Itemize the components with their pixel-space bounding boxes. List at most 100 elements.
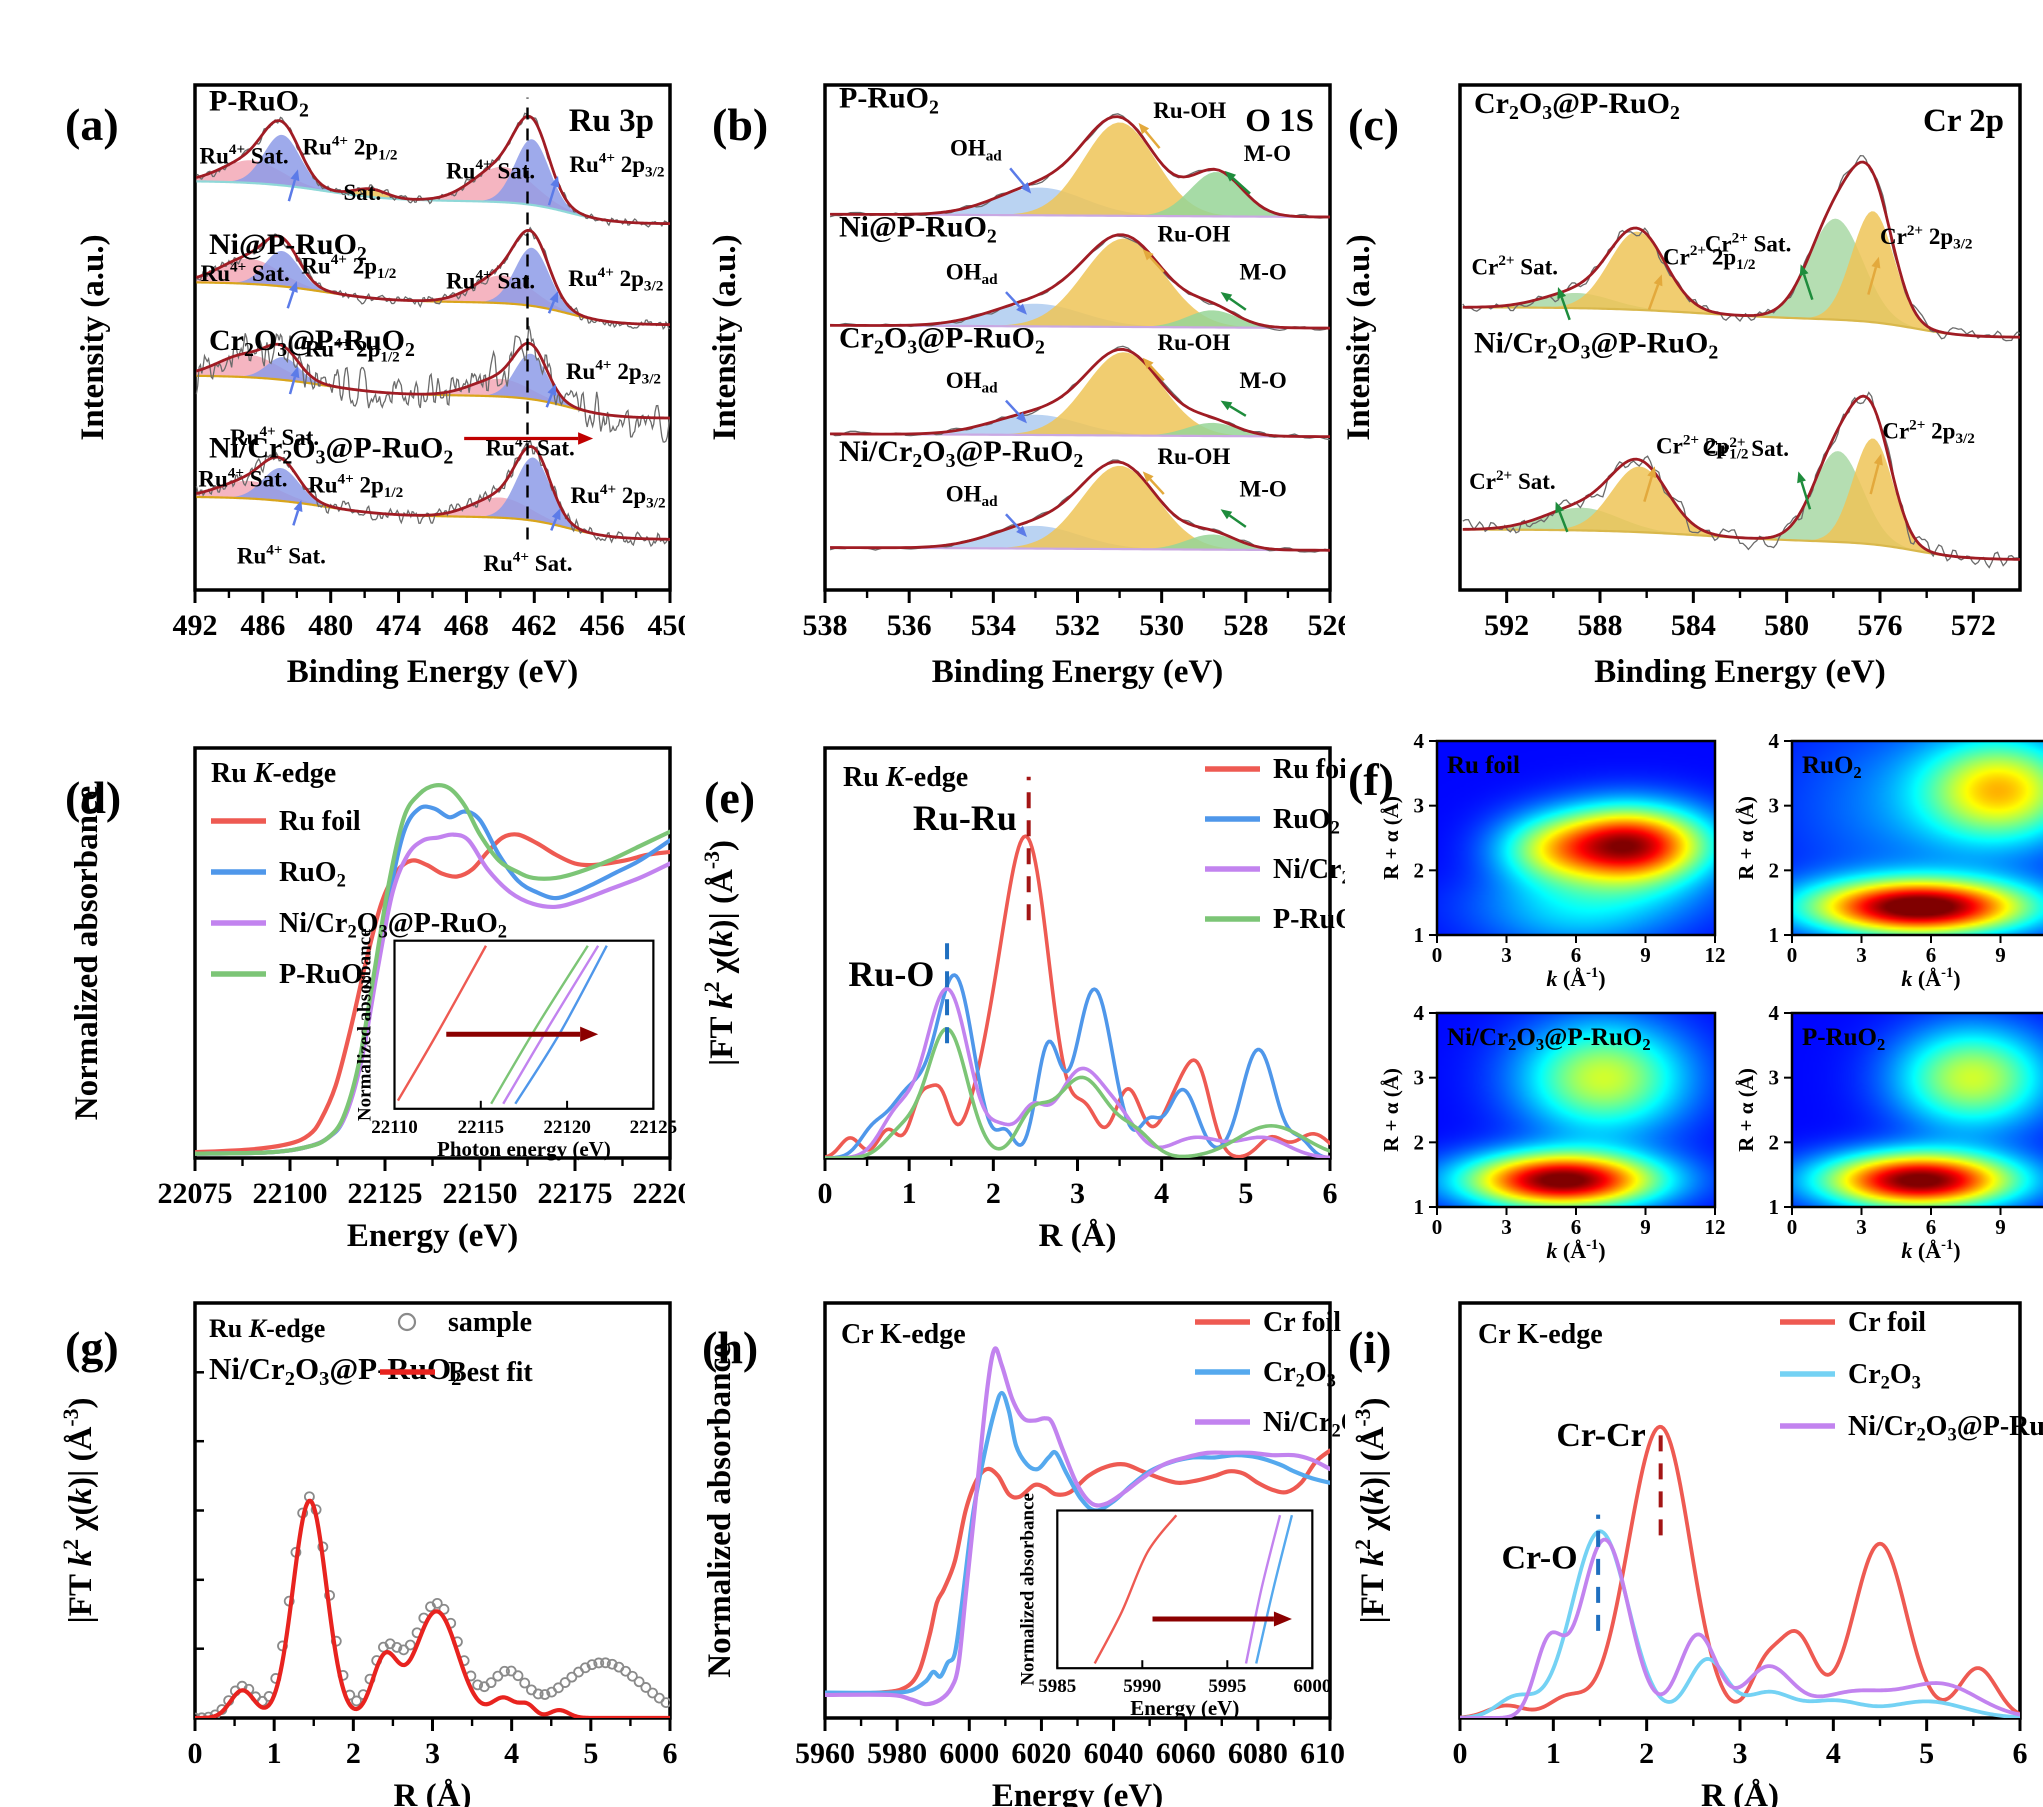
y-axis-title: Normalized absorbance	[69, 786, 105, 1121]
inset-tick-label: 22110	[371, 1117, 417, 1138]
xps-peak-fill	[196, 160, 670, 224]
panel-i: (i) 0 1 2 3 4 5 6 R (Å) |FT k2 χ(k)| (Å-3) Cr K-ed…	[1348, 1301, 2043, 1807]
data-point-circle	[485, 1677, 497, 1689]
x-axis-title: Binding Energy (eV)	[932, 654, 1224, 690]
x-tick-label: 6100	[1300, 1737, 1345, 1770]
data-point-circle	[633, 1676, 645, 1688]
y-axis-title: |FT k2 χ(k)| (Å-3)	[700, 840, 740, 1066]
x-axis-title: Energy (eV)	[347, 1218, 518, 1254]
y-tick-label: 2	[1414, 1130, 1425, 1154]
annotation: Cr2+ Sat.	[1471, 252, 1558, 279]
xps-envelope	[1462, 160, 2020, 339]
y-axis-title: Normalized absorbance	[702, 1343, 738, 1678]
data-point-circle	[351, 1695, 362, 1707]
panel-title: Ru K-edge	[843, 762, 968, 793]
xps-peak-fill	[830, 534, 1330, 551]
annotation: Ru4+ 2p3/2	[566, 357, 661, 388]
panel-c: (c) 592 588 584 580 576 572 Binding Energy (eV)…	[1345, 83, 2022, 690]
y-tick-label: 1	[1414, 923, 1425, 947]
xps-peak-fill	[830, 172, 1330, 217]
arrow-line	[545, 393, 553, 408]
x-tick-label: 9	[1640, 943, 1651, 967]
legend-circle-marker	[397, 1312, 417, 1332]
annotation: M-O	[1244, 141, 1291, 166]
arrow-head	[1557, 287, 1567, 299]
arrow-line	[1149, 364, 1165, 382]
x-tick-label: 6	[2013, 1737, 2028, 1770]
x-tick-label: 5980	[867, 1737, 927, 1770]
annotation: OHad	[946, 259, 998, 288]
wavelet-sample-label: RuO2	[1802, 752, 1862, 782]
y-axis-title: R + α (Å)	[1734, 1068, 1758, 1152]
sample-name: Ni@P-RuO2	[209, 228, 367, 265]
annotation: Ru-OH	[1157, 444, 1230, 469]
x-tick-label: 530	[1139, 609, 1184, 642]
x-tick-label: 0	[188, 1737, 203, 1770]
inset-series-group	[1093, 1514, 1294, 1665]
data-point-circle	[499, 1665, 510, 1677]
annotation: Ru-OH	[1157, 330, 1230, 355]
x-tick-label: 3	[1856, 943, 1867, 967]
arrow-line	[287, 179, 297, 202]
arrow-head	[1142, 471, 1154, 483]
x-tick-label: 536	[887, 609, 932, 642]
panel-a: (a) 492 486 480 474 468 462 456 450 Binding Energ…	[65, 83, 685, 690]
x-tick-label: 532	[1055, 609, 1100, 642]
data-point-circle	[647, 1687, 658, 1699]
arrow-line	[547, 186, 556, 206]
annotation: M-O	[1240, 368, 1287, 393]
x-tick-label: 6	[1926, 1215, 1937, 1239]
y-axis-title: R + α (Å)	[1734, 796, 1758, 880]
annotation: Ru4+ Sat.	[237, 542, 326, 569]
xps-peak-fill	[196, 354, 670, 419]
series-Ni/Cr2O3@P-RuO2	[825, 986, 1330, 1158]
annotation: Cr2+ Sat.	[1705, 229, 1792, 256]
x-tick-label: 486	[240, 609, 285, 642]
annotation: Ru4+ Sat.	[230, 423, 319, 450]
x-tick-label: 528	[1223, 609, 1268, 642]
x-tick-label: 5	[1238, 1177, 1253, 1210]
data-point-circle	[626, 1670, 638, 1682]
data-point-circle	[660, 1697, 670, 1709]
arrow-head	[290, 169, 300, 182]
arrow-line	[1144, 130, 1161, 149]
arrow-head	[1138, 122, 1150, 135]
x-tick-label: 9	[1995, 1215, 2006, 1239]
arrow-head	[1653, 274, 1663, 287]
panel-d: (d) 22075 22100 22125 22150 22175 22200 Energy …	[65, 746, 685, 1254]
xps-envelope	[830, 460, 1330, 552]
annotation: Cr2+ Sat.	[1702, 434, 1789, 461]
x-tick-label: 1	[902, 1177, 917, 1210]
x-tick-label: 534	[971, 609, 1016, 642]
arrow-line	[1800, 481, 1812, 510]
x-tick-label: 584	[1671, 609, 1716, 642]
x-axis-title: k (Å-1)	[1546, 965, 1605, 991]
y-axis-title: Intensity (a.u.)	[1345, 234, 1377, 440]
y-tick-label: 1	[1414, 1195, 1425, 1219]
inset-tick-label: 22120	[543, 1117, 591, 1138]
x-tick-label: 22075	[158, 1177, 233, 1210]
x-tick-label: 492	[173, 609, 218, 642]
inset-frame	[1056, 1509, 1314, 1670]
xps-peak-fill	[1462, 438, 2020, 560]
data-point-circle	[391, 1641, 403, 1653]
x-tick-label: 0	[818, 1177, 833, 1210]
annotation: OHad	[950, 136, 1002, 165]
series-group	[825, 834, 1330, 1158]
xps-envelope	[195, 341, 670, 420]
arrow-line	[1867, 266, 1878, 295]
y-axis-title: |FT k2 χ(k)| (Å-3)	[1351, 1398, 1391, 1624]
series-group	[825, 1346, 1330, 1707]
arrow-line	[1869, 463, 1880, 495]
panel-e: (e) 0 1 2 3 4 5 6 R (Å) |FT k2 χ(k)| (Å-3) Ru K-ed…	[700, 746, 1345, 1254]
data-point-circle	[512, 1670, 524, 1682]
arrow-head	[1797, 471, 1806, 484]
x-tick-label: 5960	[795, 1737, 855, 1770]
series-Ru foil	[195, 832, 670, 1155]
annotation: Sat.	[344, 180, 382, 205]
arrow-line	[1560, 296, 1571, 321]
annotation: Ru4+ 2p3/2	[568, 264, 663, 295]
xps-peak-fill	[196, 457, 670, 540]
legend-label: Ru foil	[1273, 754, 1345, 785]
data-point-circle	[519, 1677, 531, 1689]
